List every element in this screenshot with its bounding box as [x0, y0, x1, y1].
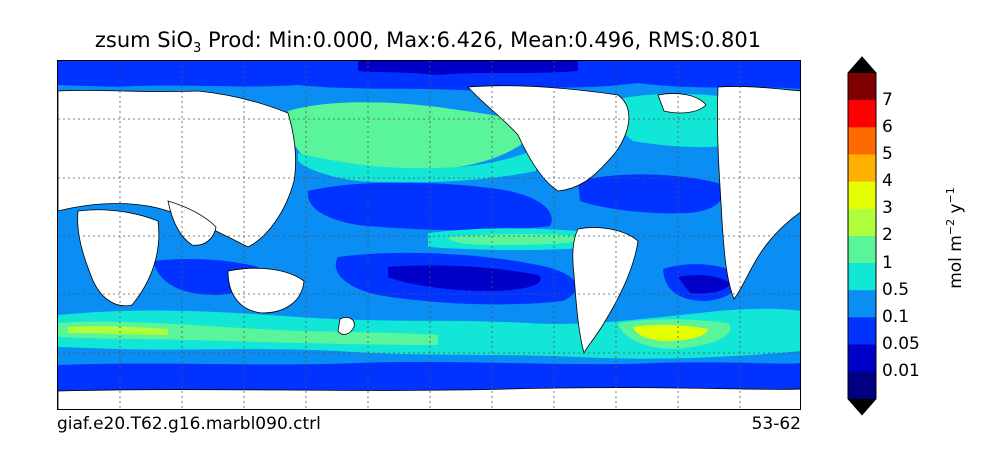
colorbar-tick-label: 2 [882, 225, 893, 246]
colorbar-tick-label: 1 [882, 252, 893, 273]
north-pacific-band [298, 149, 536, 183]
colorbar-swatch [848, 154, 876, 183]
units-exp1: −2 [944, 218, 958, 236]
units-mid: y [945, 203, 966, 219]
title-subscript: 3 [192, 41, 202, 57]
colorbar-swatch [848, 235, 876, 264]
arctic-region [58, 61, 800, 91]
years-label: 53-62 [751, 414, 801, 434]
colorbar [847, 56, 877, 416]
title-suffix: Prod: Min:0.000, Max:6.426, Mean:0.496, … [201, 28, 762, 52]
units-label: mol m−2 y−1 [944, 187, 966, 289]
ocean-map [58, 61, 800, 409]
colorbar-arrow-top [848, 57, 876, 73]
north-pacific-high [287, 102, 538, 171]
colorbar-tick-label: 0.5 [882, 279, 910, 300]
colorbar-outline [847, 56, 877, 416]
land-masses [58, 85, 800, 409]
colorbar-swatch [848, 371, 876, 400]
southern-ocean-green [58, 321, 438, 345]
land-europe-africa-east [717, 86, 800, 300]
colorbar-tick-label: 0.05 [882, 334, 920, 354]
north-atlantic-gyre [578, 174, 723, 214]
colorbar-tick-label: 6 [882, 116, 893, 137]
colorbar-swatch [848, 127, 876, 155]
arctic-core [358, 61, 578, 75]
land-greenland [657, 93, 707, 114]
colorbar-tick-label: 4 [882, 171, 893, 192]
title-prefix: zsum SiO [94, 28, 193, 52]
southern-ocean-band [58, 308, 800, 359]
colorbar-swatch [848, 73, 876, 101]
south-atlantic-gyre-core [678, 275, 730, 294]
land-india [167, 200, 217, 246]
colorbar-swatch [848, 208, 876, 237]
plot-title: zsum SiO3 Prod: Min:0.000, Max:6.426, Me… [0, 28, 856, 56]
southern-ocean-yellow-west [68, 326, 168, 335]
map-panel [57, 60, 801, 410]
equatorial-tongue-inner [448, 234, 588, 245]
land-north-america [467, 85, 630, 192]
case-name-label: giaf.e20.T62.g16.marbl090.ctrl [57, 414, 321, 434]
units-base: mol m [945, 235, 966, 289]
colorbar-tick-label: 7 [882, 89, 893, 110]
colorbar-swatch [848, 290, 876, 318]
south-pacific-gyre-core [388, 265, 541, 291]
land-africa-west [77, 209, 160, 307]
colorbar-swatch [848, 317, 876, 345]
land-new-zealand [337, 317, 355, 335]
land-antarctica [58, 387, 800, 409]
patagonian-shelf-yellow [633, 324, 708, 341]
units-exp2: −1 [944, 187, 958, 204]
colorbar-arrow-bottom [848, 398, 876, 415]
colorbar-tick-label: 0.1 [882, 306, 910, 327]
land-australia [227, 267, 305, 314]
colorbar-swatch [848, 344, 876, 373]
land-south-america [572, 227, 639, 355]
colorbar-swatch [848, 263, 876, 291]
colorbar-tick-label: 5 [882, 143, 893, 164]
colorbar-tick-label: 0.01 [882, 361, 920, 382]
land-eurasia [58, 90, 296, 248]
colorbar-swatch [848, 100, 876, 128]
graticule [58, 61, 800, 409]
colorbar-swatch [848, 181, 876, 210]
colorbar-tick-label: 3 [882, 198, 893, 219]
